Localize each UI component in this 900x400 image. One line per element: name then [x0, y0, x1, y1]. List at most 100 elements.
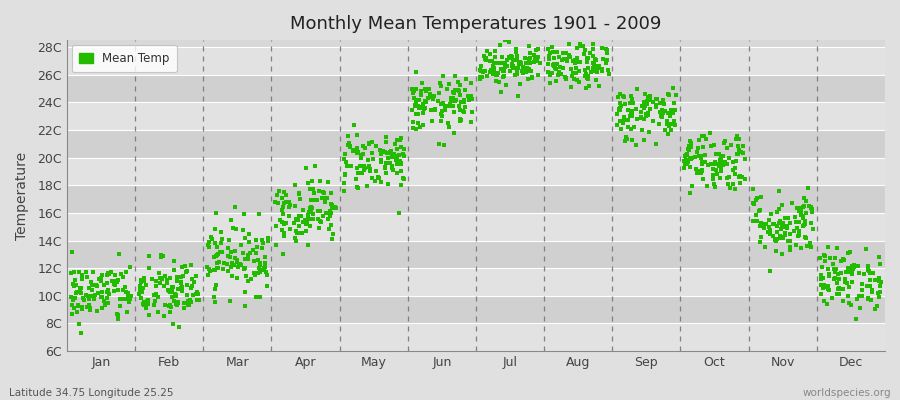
Point: [550, 49, 564, 55]
Point: [775, 251, 789, 258]
Point: [390, 154, 404, 161]
Point: [860, 265, 875, 271]
Point: [321, 216, 336, 222]
Point: [775, 202, 789, 208]
Point: [175, 284, 189, 290]
Point: [728, 186, 742, 192]
Point: [774, 226, 788, 232]
Point: [174, 279, 188, 285]
Point: [89, 282, 104, 288]
Point: [572, 40, 587, 47]
Point: [451, 79, 465, 85]
Point: [824, 254, 838, 261]
Point: [149, 278, 164, 284]
Point: [818, 258, 832, 264]
Point: [139, 305, 153, 312]
Point: [699, 136, 714, 142]
Point: [139, 282, 153, 288]
Point: [794, 208, 808, 214]
Point: [586, 46, 600, 52]
Point: [295, 229, 310, 236]
Point: [220, 244, 235, 251]
Point: [649, 104, 663, 110]
Point: [202, 266, 216, 272]
Point: [769, 238, 783, 244]
Point: [518, 54, 532, 61]
Point: [732, 146, 746, 153]
Point: [763, 227, 778, 233]
Point: [820, 300, 834, 307]
Point: [82, 296, 96, 302]
Point: [830, 291, 844, 297]
Point: [301, 216, 315, 222]
Point: [806, 225, 820, 232]
Point: [320, 210, 334, 216]
Point: [229, 255, 243, 261]
Point: [152, 270, 166, 277]
Point: [846, 262, 860, 268]
Point: [324, 235, 338, 242]
Point: [136, 284, 150, 291]
Point: [636, 116, 651, 122]
Point: [110, 279, 124, 285]
Point: [483, 58, 498, 64]
Point: [842, 265, 856, 271]
Point: [103, 270, 117, 277]
Point: [116, 274, 130, 280]
Point: [578, 72, 592, 79]
Point: [712, 151, 726, 157]
Point: [342, 140, 356, 146]
Point: [418, 86, 432, 92]
Point: [363, 166, 377, 173]
Point: [454, 116, 468, 123]
Point: [704, 161, 718, 167]
Point: [427, 93, 441, 99]
Point: [92, 276, 106, 282]
Point: [123, 293, 138, 300]
Point: [278, 220, 293, 226]
Point: [453, 116, 467, 123]
Point: [327, 204, 341, 210]
Point: [770, 229, 784, 235]
Point: [413, 123, 428, 130]
Point: [99, 288, 113, 295]
Point: [726, 158, 741, 165]
Point: [100, 272, 114, 279]
Point: [134, 277, 148, 284]
Point: [231, 262, 246, 268]
Point: [253, 260, 267, 267]
Point: [579, 71, 593, 78]
Point: [293, 230, 308, 237]
Point: [684, 156, 698, 162]
Point: [842, 300, 857, 306]
Point: [228, 248, 242, 254]
Point: [358, 145, 373, 152]
Point: [543, 72, 557, 78]
Point: [636, 105, 651, 112]
Point: [677, 164, 691, 171]
Point: [778, 230, 793, 236]
Point: [142, 264, 157, 271]
Point: [172, 324, 186, 330]
Point: [522, 60, 536, 66]
Point: [614, 103, 628, 109]
Point: [354, 155, 368, 162]
Point: [169, 301, 184, 308]
Point: [409, 86, 423, 92]
Point: [356, 170, 370, 176]
Point: [721, 181, 735, 188]
Point: [122, 296, 136, 303]
Point: [451, 87, 465, 93]
Point: [360, 156, 374, 163]
Point: [137, 299, 151, 305]
Point: [661, 91, 675, 98]
Point: [432, 141, 446, 148]
Point: [289, 228, 303, 234]
Point: [298, 217, 312, 224]
Point: [428, 107, 443, 113]
Point: [753, 234, 768, 240]
Point: [434, 117, 448, 124]
Point: [166, 289, 180, 295]
Point: [249, 250, 264, 256]
Point: [323, 210, 338, 216]
